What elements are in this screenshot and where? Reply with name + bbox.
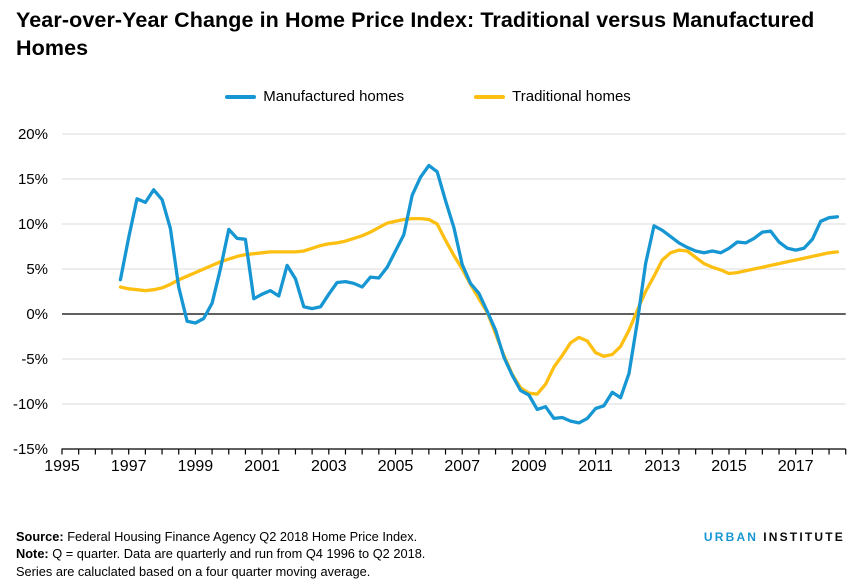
x-tick-label: 1995 — [44, 458, 80, 475]
x-tick-label: 2001 — [244, 458, 280, 475]
x-tick-label: 2017 — [778, 458, 814, 475]
x-tick-label: 1999 — [178, 458, 214, 475]
y-tick-label: 20% — [18, 126, 48, 143]
x-tick-label: 2003 — [311, 458, 347, 475]
footnote-block: Source: Federal Housing Finance Agency Q… — [16, 528, 636, 580]
y-tick-label: 0% — [26, 306, 48, 323]
legend-item-manufactured: Manufactured homes — [225, 88, 404, 105]
y-tick-label: -15% — [13, 441, 48, 458]
logo-institute: INSTITUTE — [763, 530, 845, 544]
x-tick-label: 2015 — [711, 458, 747, 475]
y-tick-label: 5% — [26, 261, 48, 278]
x-tick-label: 1997 — [111, 458, 147, 475]
chart-legend: Manufactured homes Traditional homes — [0, 88, 856, 105]
traditional-homes-line — [118, 216, 840, 396]
note-label: Note: — [16, 546, 49, 562]
manufactured-line-swatch — [225, 94, 257, 99]
note-line-2: Series are caluclated based on a four qu… — [16, 563, 371, 579]
legend-label-manufactured: Manufactured homes — [263, 88, 405, 105]
legend-item-traditional: Traditional homes — [474, 88, 631, 105]
manufactured-homes-line — [118, 163, 840, 425]
y-tick-label: 15% — [18, 171, 48, 188]
traditional-line-swatch — [474, 94, 506, 99]
x-tick-label: 2009 — [511, 458, 547, 475]
page-title: Year-over-Year Change in Home Price Inde… — [16, 8, 815, 61]
source-label: Source: — [16, 529, 64, 544]
urban-institute-logo: URBAN INSTITUTE — [704, 530, 845, 544]
y-tick-label: -10% — [13, 396, 48, 413]
x-tick-label: 2007 — [444, 458, 480, 475]
source-line: Source: Federal Housing Finance Agency Q… — [16, 528, 636, 545]
legend-label-traditional: Traditional homes — [512, 88, 631, 105]
note-line: Note: Q = quarter. Data are quarterly an… — [16, 545, 636, 562]
y-tick-label: -5% — [21, 351, 48, 368]
x-tick-label: 2013 — [645, 458, 681, 475]
source-text: Federal Housing Finance Agency Q2 2018 H… — [63, 529, 418, 544]
logo-urban: URBAN — [703, 530, 759, 544]
note-text: Q = quarter. Data are quarterly and run … — [48, 546, 426, 562]
y-tick-label: 10% — [18, 216, 48, 233]
x-tick-label: 2005 — [378, 458, 414, 475]
x-tick-label: 2011 — [578, 458, 613, 475]
